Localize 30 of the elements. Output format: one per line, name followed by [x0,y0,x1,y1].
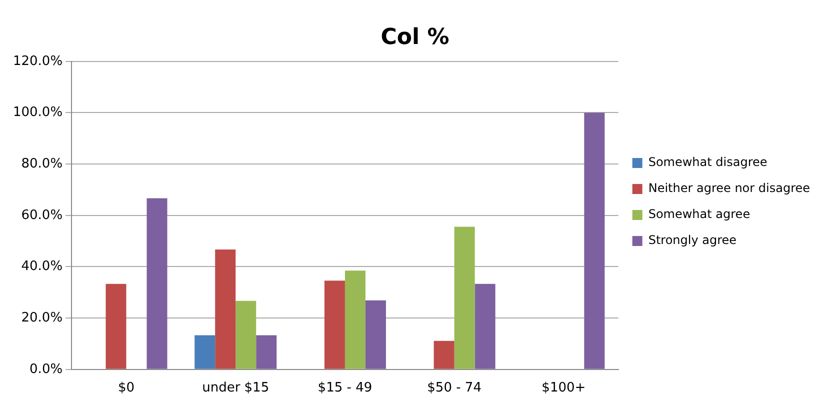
x-tick-label: under $15 [202,380,270,396]
legend-label: Somewhat disagree [648,155,768,170]
y-tick-label: 0.0% [30,362,63,377]
bar [365,300,386,369]
y-tick-label: 120.0% [12,54,63,69]
y-tick-label: 100.0% [12,105,63,120]
legend-label: Strongly agree [648,233,737,248]
bar [474,284,496,369]
bar [434,340,454,369]
y-tick-label: 20.0% [21,310,63,326]
bar [215,250,236,369]
bar [256,335,277,369]
bar [584,112,605,369]
y-tick-label: 80.0% [21,156,63,172]
y-tick-label: 60.0% [21,208,63,223]
legend-label: Somewhat agree [648,207,750,222]
chart-title: Col % [380,24,450,50]
bar [194,335,216,369]
x-tick-label: $15 - 49 [318,380,372,396]
x-tick-label: $0 [118,380,135,396]
x-tick-label: $100+ [542,380,586,396]
bar [106,284,126,369]
y-tick-label: 40.0% [21,259,63,274]
bar [236,300,256,369]
legend-label: Neither agree nor disagree [648,181,810,196]
bar [454,226,475,369]
x-tick-label: $50 - 74 [427,380,482,396]
bar [146,198,168,369]
bar [344,270,366,369]
bar [324,280,345,369]
